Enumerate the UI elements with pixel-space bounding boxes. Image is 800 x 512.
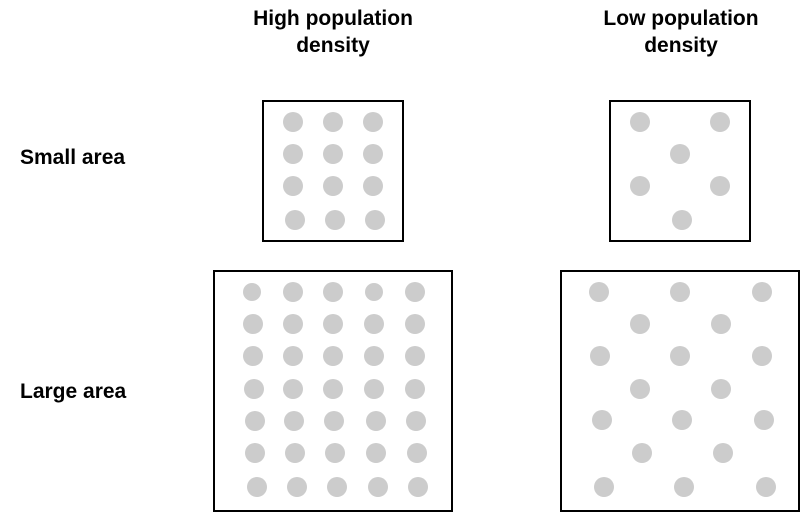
population-dot-large-high — [323, 379, 343, 399]
population-dot-large-high — [408, 477, 428, 497]
population-dot-small-low — [710, 176, 730, 196]
population-dot-large-high — [323, 346, 343, 366]
population-dot-large-low — [674, 477, 694, 497]
population-dot-large-high — [243, 314, 263, 334]
column-header-low-density: Low population density — [603, 7, 759, 57]
population-dot-large-low — [632, 443, 652, 463]
population-dot-large-high — [366, 411, 386, 431]
population-dot-large-high — [245, 411, 265, 431]
population-dot-large-high — [364, 314, 384, 334]
population-dot-large-high — [243, 283, 261, 301]
column-header-high-density: High population density — [253, 7, 413, 57]
population-dot-large-high — [324, 411, 344, 431]
population-dot-large-high — [365, 283, 383, 301]
population-dot-large-high — [285, 443, 305, 463]
population-dot-large-high — [407, 443, 427, 463]
population-dot-small-high — [283, 144, 303, 164]
population-dot-small-high — [285, 210, 305, 230]
population-dot-large-low — [670, 282, 690, 302]
population-dot-small-low — [670, 144, 690, 164]
population-dot-large-high — [405, 314, 425, 334]
population-dot-large-high — [366, 443, 386, 463]
population-dot-large-low — [754, 410, 774, 430]
population-dot-small-high — [323, 176, 343, 196]
population-dot-large-high — [284, 411, 304, 431]
population-dot-large-high — [405, 346, 425, 366]
population-dot-large-high — [283, 314, 303, 334]
panel-large-area-low-density — [560, 270, 800, 512]
row-label-small-area: Small area — [20, 146, 126, 169]
population-dot-large-low — [670, 346, 690, 366]
population-dot-large-low — [711, 314, 731, 334]
population-dot-small-high — [363, 112, 383, 132]
population-dot-large-high — [325, 443, 345, 463]
population-dot-large-high — [327, 477, 347, 497]
population-dot-large-low — [756, 477, 776, 497]
population-dot-small-high — [283, 176, 303, 196]
population-dot-large-high — [405, 379, 425, 399]
population-dot-large-high — [406, 411, 426, 431]
population-dot-large-low — [594, 477, 614, 497]
population-dot-large-high — [323, 314, 343, 334]
population-dot-large-high — [368, 477, 388, 497]
population-dot-large-high — [247, 477, 267, 497]
row-label-large-area: Large area — [20, 380, 127, 403]
population-dot-large-high — [283, 282, 303, 302]
population-dot-large-low — [752, 282, 772, 302]
population-dot-large-high — [405, 282, 425, 302]
population-dot-small-high — [363, 144, 383, 164]
population-dot-large-low — [590, 346, 610, 366]
population-dot-large-high — [245, 443, 265, 463]
population-dot-large-high — [287, 477, 307, 497]
population-dot-large-high — [364, 379, 384, 399]
population-dot-large-low — [630, 314, 650, 334]
population-dot-small-high — [363, 176, 383, 196]
population-dot-small-high — [323, 144, 343, 164]
population-dot-small-low — [672, 210, 692, 230]
population-dot-large-high — [244, 379, 264, 399]
population-dot-small-low — [710, 112, 730, 132]
population-dot-large-low — [589, 282, 609, 302]
population-dot-large-high — [323, 282, 343, 302]
population-dot-large-high — [283, 346, 303, 366]
population-dot-small-high — [365, 210, 385, 230]
population-dot-small-low — [630, 112, 650, 132]
population-dot-small-high — [283, 112, 303, 132]
population-dot-large-low — [672, 410, 692, 430]
population-dot-large-high — [283, 379, 303, 399]
population-dot-small-high — [325, 210, 345, 230]
population-dot-large-low — [752, 346, 772, 366]
population-dot-large-low — [711, 379, 731, 399]
population-dot-small-high — [323, 112, 343, 132]
population-dot-small-low — [630, 176, 650, 196]
population-dot-large-low — [592, 410, 612, 430]
population-dot-large-low — [713, 443, 733, 463]
population-dot-large-high — [364, 346, 384, 366]
population-dot-large-high — [243, 346, 263, 366]
population-dot-large-low — [630, 379, 650, 399]
